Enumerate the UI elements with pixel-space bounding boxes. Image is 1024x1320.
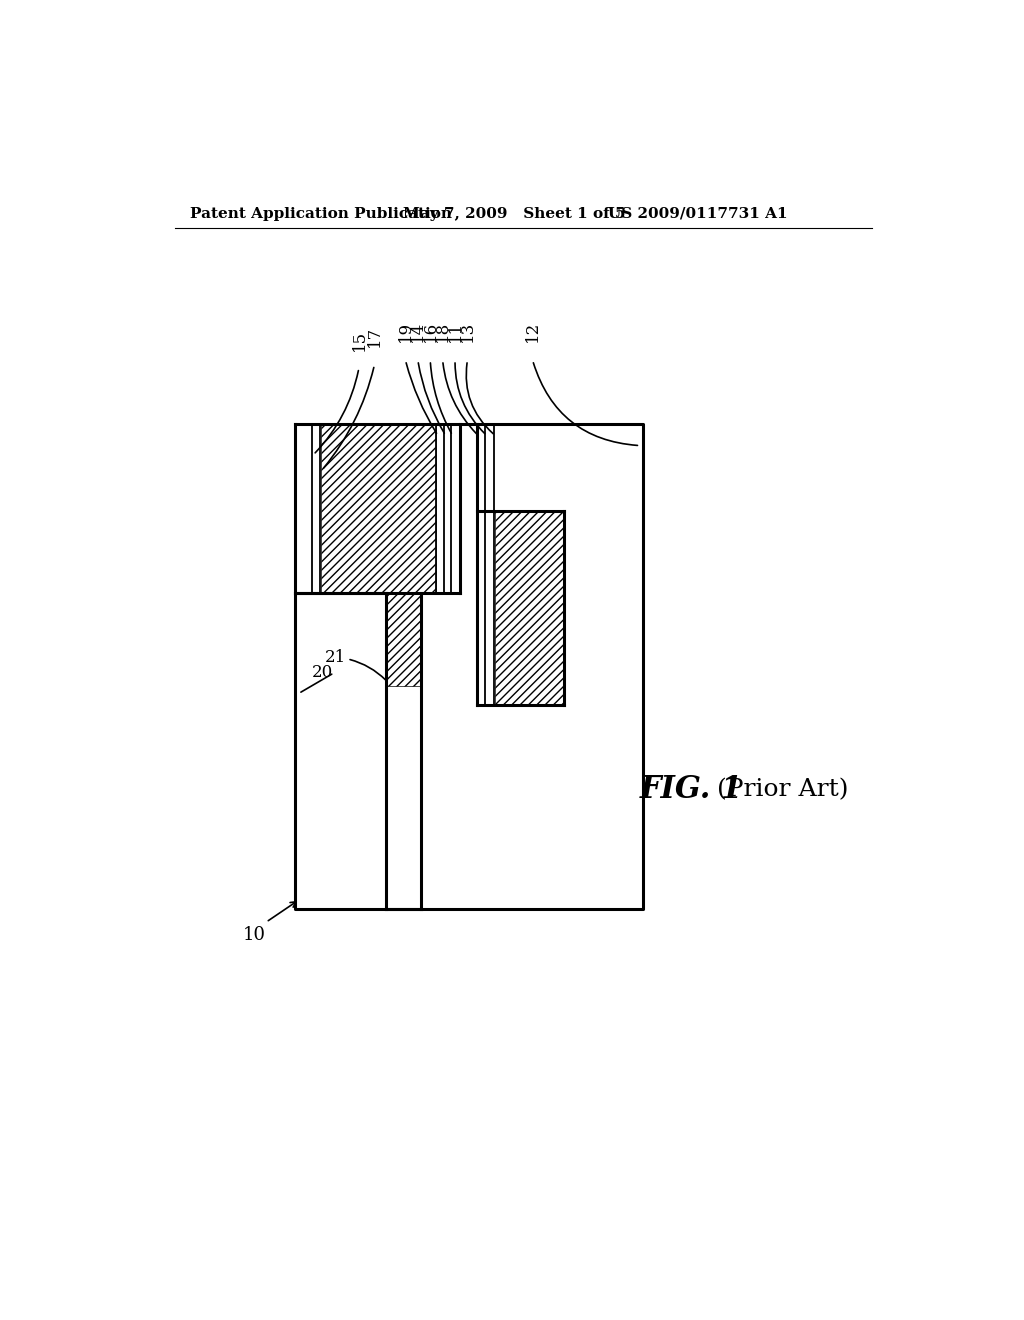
Text: 20: 20 — [312, 664, 334, 681]
Text: 18: 18 — [434, 321, 452, 342]
Text: (Prior Art): (Prior Art) — [717, 779, 849, 801]
Text: Patent Application Publication: Patent Application Publication — [190, 207, 452, 220]
Text: 11: 11 — [446, 321, 464, 342]
Text: 14: 14 — [410, 321, 426, 342]
Text: 10: 10 — [243, 925, 265, 944]
Text: FIG. 1: FIG. 1 — [640, 775, 742, 805]
Text: 19: 19 — [397, 321, 414, 342]
Text: May 7, 2009   Sheet 1 of 5: May 7, 2009 Sheet 1 of 5 — [403, 207, 626, 220]
FancyBboxPatch shape — [387, 594, 420, 686]
Text: 21: 21 — [326, 649, 346, 665]
Text: 15: 15 — [350, 330, 368, 351]
Text: 12: 12 — [524, 321, 541, 342]
Text: 16: 16 — [422, 321, 438, 342]
FancyBboxPatch shape — [321, 425, 435, 593]
FancyBboxPatch shape — [495, 512, 563, 705]
Text: US 2009/0117731 A1: US 2009/0117731 A1 — [608, 207, 788, 220]
Text: 13: 13 — [459, 321, 476, 342]
Text: 17: 17 — [366, 326, 383, 347]
